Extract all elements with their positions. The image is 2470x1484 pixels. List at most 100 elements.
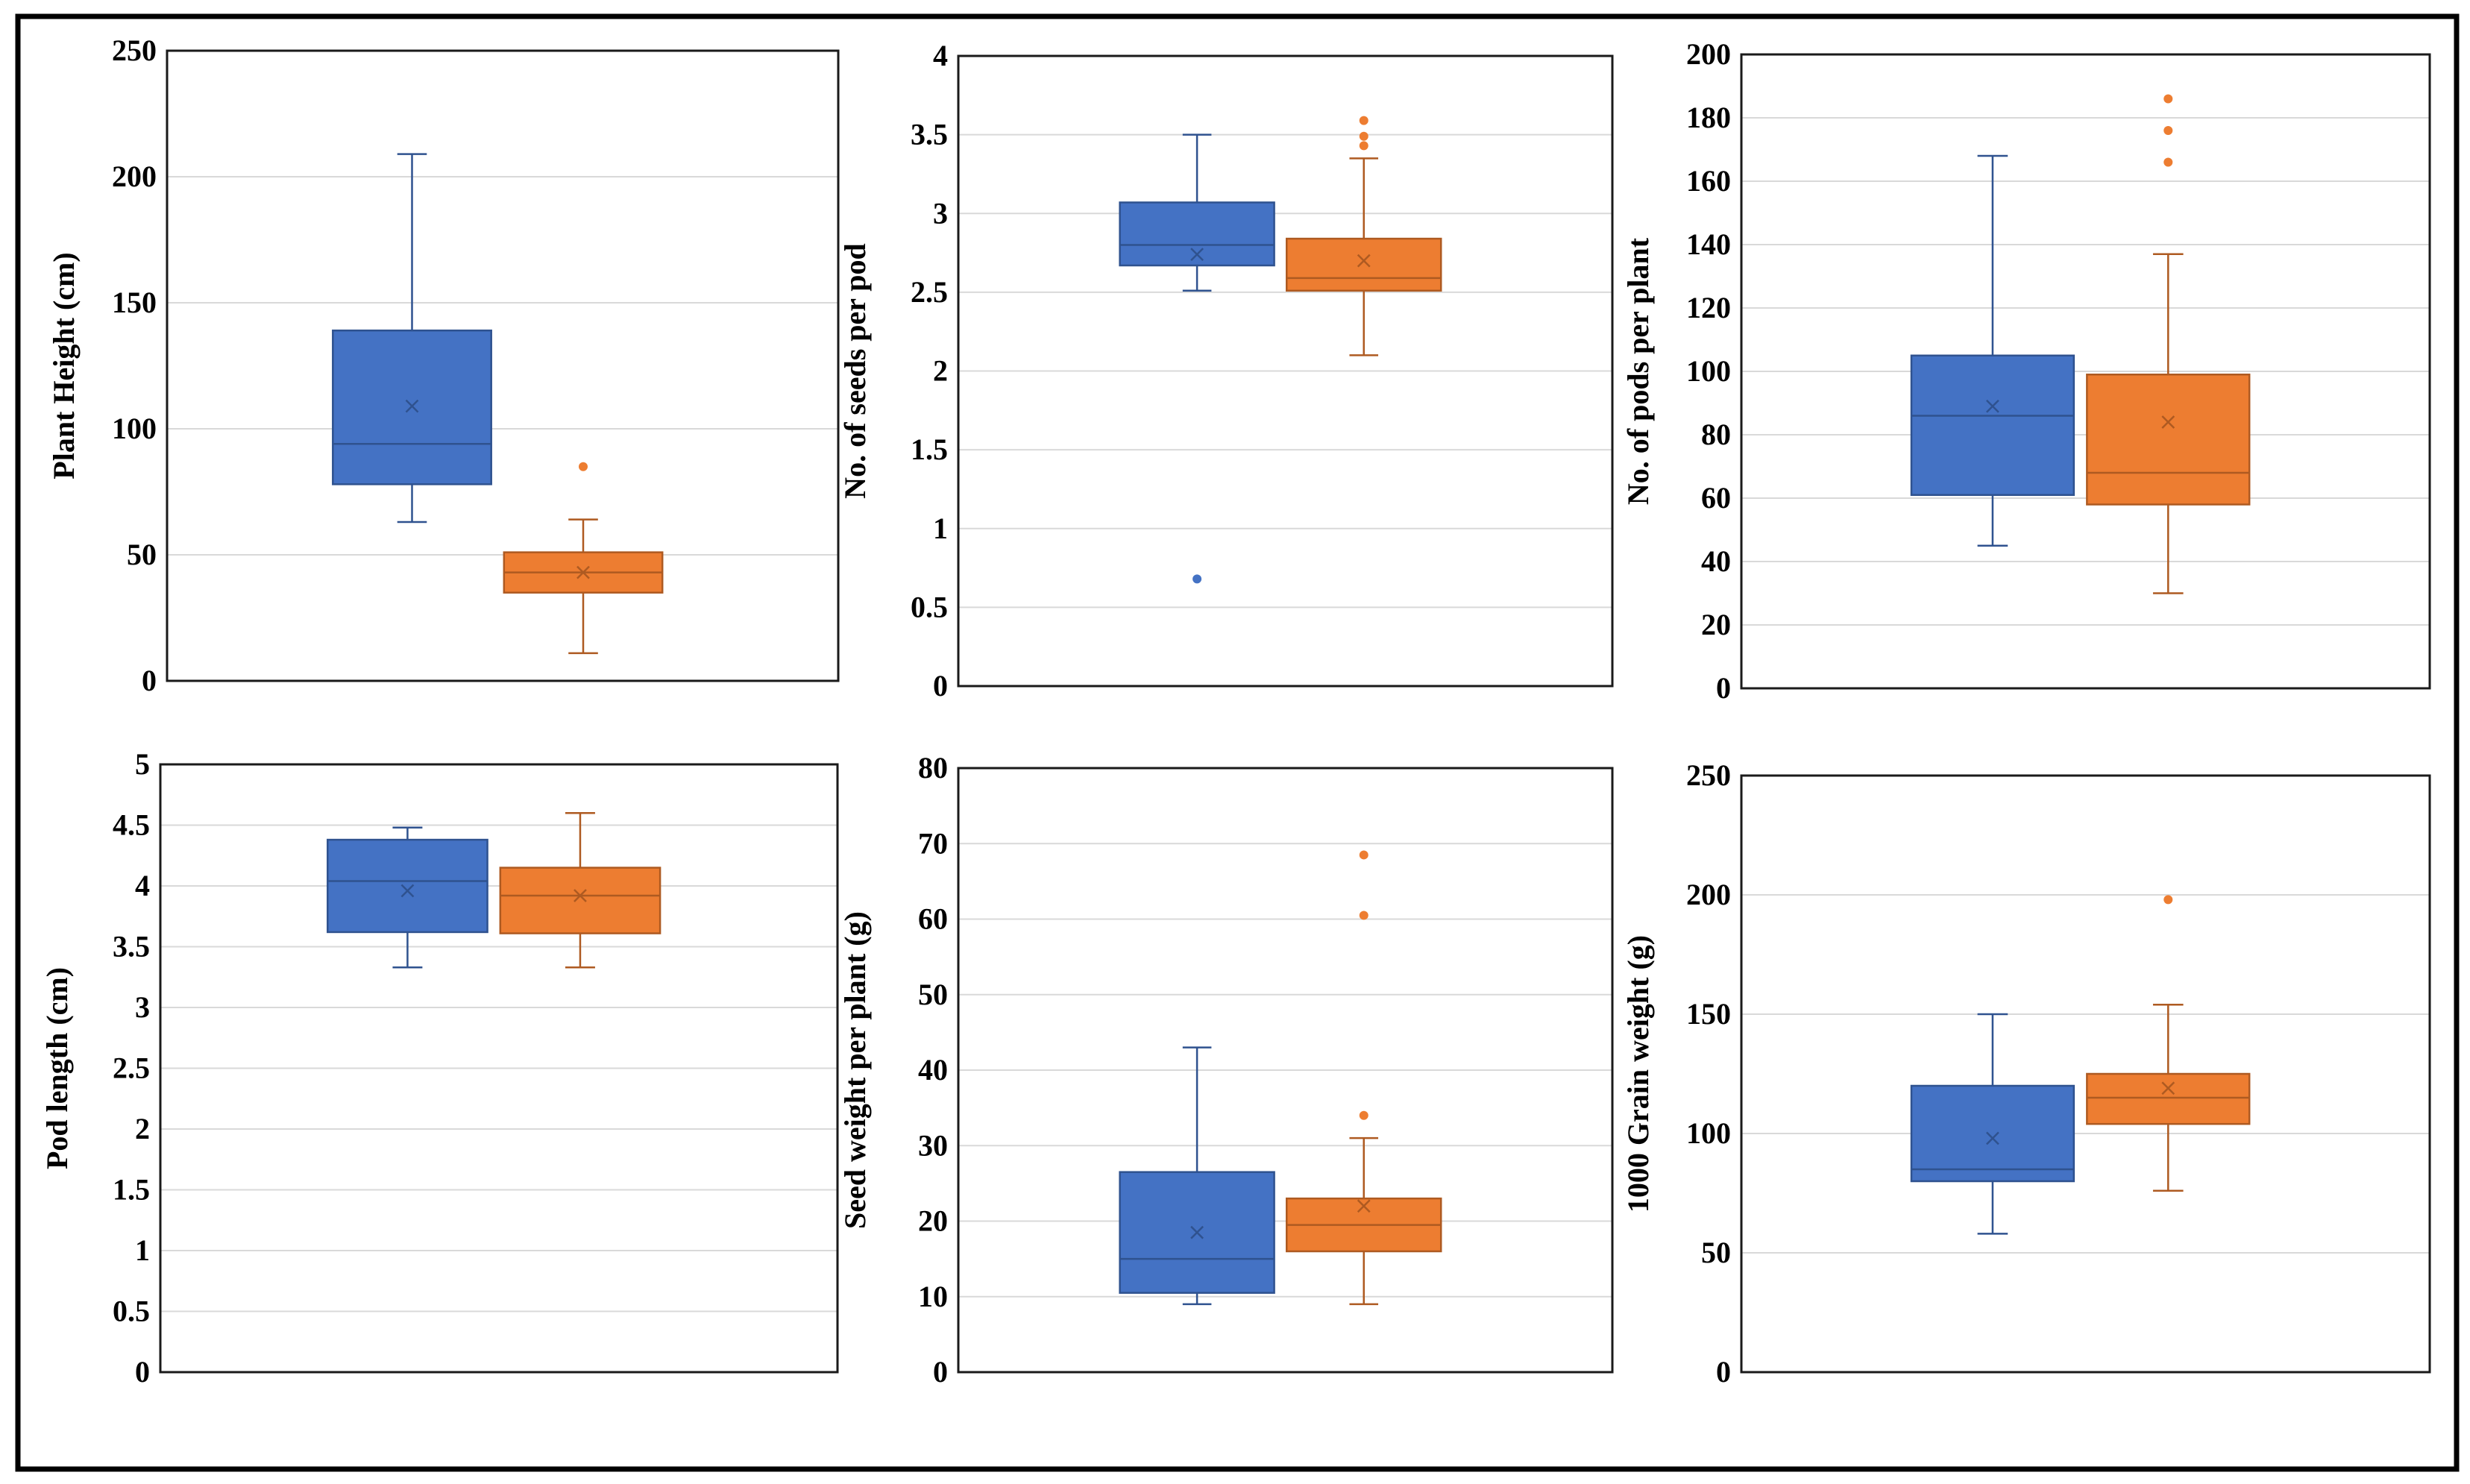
iqr-box <box>1910 1084 2075 1183</box>
mean-marker-stroke <box>576 565 590 579</box>
y-tick-label: 0 <box>142 664 157 697</box>
mean-marker-stroke <box>2161 1081 2175 1095</box>
y-tick-label: 100 <box>1686 1116 1731 1150</box>
mean-marker <box>2161 415 2175 429</box>
mean-marker <box>1357 1199 1371 1213</box>
y-tick-label: 20 <box>1701 608 1731 641</box>
y-tick-label: 3 <box>933 196 948 230</box>
y-tick-label: 180 <box>1686 101 1731 134</box>
outlier-point <box>2163 157 2173 167</box>
plot-border <box>957 54 1614 688</box>
y-tick-label: 0.5 <box>911 590 948 623</box>
y-tick-label: 0 <box>1716 671 1731 705</box>
y-tick-label: 120 <box>1686 291 1731 324</box>
y-tick-label: 70 <box>918 826 948 860</box>
y-tick-label: 2.5 <box>113 1051 150 1085</box>
y-tick-label: 160 <box>1686 164 1731 198</box>
plot-border <box>1740 53 2431 690</box>
box-series-1 <box>1119 133 1275 584</box>
y-tick-label: 250 <box>112 34 157 67</box>
y-tick-label: 50 <box>918 978 948 1011</box>
y-tick-label: 60 <box>918 902 948 936</box>
outlier-point <box>1359 131 1368 141</box>
mean-marker <box>1190 248 1204 262</box>
y-tick-label: 50 <box>1701 1236 1731 1269</box>
y-tick-label: 0 <box>1716 1355 1731 1389</box>
iqr-box <box>2086 1072 2251 1125</box>
y-tick-label: 100 <box>1686 354 1731 388</box>
outlier-point <box>2163 126 2173 135</box>
y-axis-title: No. of pods per plant <box>1621 237 1655 505</box>
mean-marker-stroke <box>1190 248 1204 262</box>
outlier-point <box>579 462 588 471</box>
y-tick-label: 40 <box>1701 544 1731 578</box>
chart-panel-pods-per-plant: 0 20 40 60 80 100 120 140 160 180 200 No. of pods p… <box>1621 37 2431 705</box>
chart-panel-plant-height: 0 50 100 150 200 250 Plant Height (cm) <box>47 34 840 697</box>
y-tick-label: 1 <box>135 1233 150 1267</box>
y-tick-label: 150 <box>1686 997 1731 1031</box>
plot-border <box>159 763 839 1374</box>
mean-marker <box>576 565 590 579</box>
box-series-2 <box>1286 116 1442 356</box>
y-axis-title: Seed weight per plant (g) <box>838 911 872 1229</box>
iqr-box <box>499 867 662 934</box>
chart-panel-grain-weight-1000: 0 50 100 150 200 250 1000 Grain weight (g) <box>1621 758 2431 1389</box>
plot-border <box>957 767 1614 1374</box>
mean-marker-stroke <box>1986 1131 1999 1145</box>
y-tick-label: 2.5 <box>911 275 948 309</box>
iqr-box <box>1119 201 1275 267</box>
outlier-point <box>2163 895 2173 905</box>
outlier-point <box>1192 574 1202 584</box>
y-tick-label: 0 <box>933 1355 948 1389</box>
y-tick-label: 100 <box>112 412 157 445</box>
box-series-1 <box>1910 1013 2075 1235</box>
box-series-1 <box>332 153 492 524</box>
y-tick-label: 10 <box>918 1280 948 1313</box>
box-series-2 <box>499 811 662 969</box>
chart-panel-seed-weight-per-plant: 0 10 20 30 40 50 60 70 80 Seed weight per plant (… <box>838 751 1614 1389</box>
plot-border <box>1740 774 2431 1374</box>
y-tick-label: 4 <box>933 39 948 72</box>
box-series-1 <box>327 826 488 969</box>
y-tick-label: 40 <box>918 1053 948 1087</box>
mean-marker <box>2161 1081 2175 1095</box>
y-tick-label: 60 <box>1701 481 1731 515</box>
y-tick-label: 1 <box>933 512 948 545</box>
y-tick-label: 0 <box>933 669 948 702</box>
plot-area <box>1741 776 2430 1372</box>
y-tick-label: 50 <box>127 538 157 571</box>
y-axis-title: Pod length (cm) <box>40 967 74 1169</box>
mean-marker-stroke <box>405 399 419 413</box>
y-tick-label: 200 <box>112 160 157 193</box>
y-tick-label: 0.5 <box>113 1295 150 1328</box>
box-series-2 <box>1286 850 1442 1306</box>
mean-marker <box>573 889 587 902</box>
box-series-1 <box>1119 1046 1275 1306</box>
y-tick-label: 80 <box>1701 418 1731 451</box>
y-tick-label: 3 <box>135 990 150 1024</box>
iqr-box <box>1286 237 1442 292</box>
mean-marker-stroke <box>1357 254 1371 268</box>
chart-panel-pod-length: 0 0.5 1 1.5 2 2.5 3 3.5 4 4.5 5 Pod length (cm) <box>40 747 839 1389</box>
y-tick-label: 1.5 <box>911 433 948 466</box>
outlier-point <box>1359 911 1368 920</box>
mean-marker <box>1357 254 1371 268</box>
y-tick-label: 3.5 <box>113 930 150 963</box>
iqr-box <box>1910 354 2075 496</box>
iqr-box <box>327 838 488 934</box>
y-tick-label: 2 <box>933 354 948 388</box>
y-tick-label: 3.5 <box>911 118 948 151</box>
box-series-2 <box>503 462 664 655</box>
y-tick-label: 20 <box>918 1204 948 1238</box>
mean-marker <box>400 884 415 898</box>
iqr-box <box>2086 374 2251 506</box>
mean-marker-stroke <box>400 884 415 898</box>
outlier-point <box>1359 1110 1368 1120</box>
mean-marker <box>1986 1131 1999 1145</box>
chart-panel-seeds-per-pod: 0 0.5 1 1.5 2 2.5 3 3.5 4 No. of seeds per pod <box>838 39 1614 702</box>
mean-marker <box>405 399 419 413</box>
y-tick-label: 1.5 <box>113 1173 150 1207</box>
y-tick-label: 0 <box>135 1355 150 1389</box>
